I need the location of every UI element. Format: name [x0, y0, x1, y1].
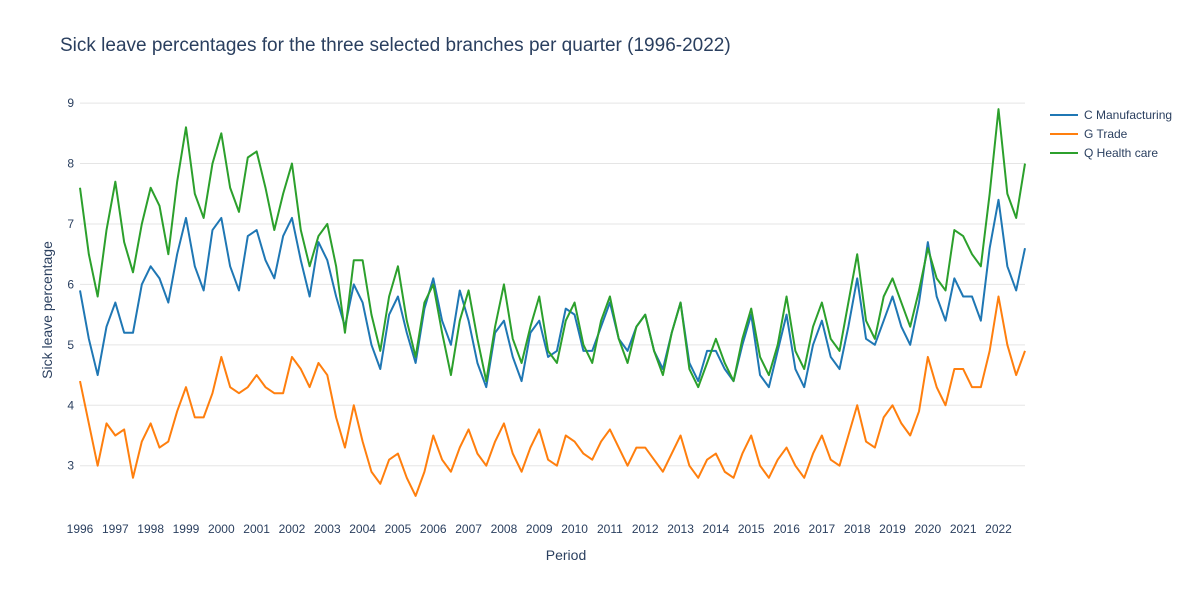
x-axis-title: Period	[546, 547, 586, 563]
y-tick-label: 9	[67, 96, 74, 110]
x-tick-label: 2022	[985, 522, 1012, 536]
x-tick-label: 2019	[879, 522, 906, 536]
x-tick-label: 2018	[844, 522, 871, 536]
x-tick-label: 2013	[667, 522, 694, 536]
legend-label: C Manufacturing	[1084, 108, 1172, 122]
legend-label: Q Health care	[1084, 146, 1158, 160]
y-tick-label: 7	[67, 217, 74, 231]
x-tick-label: 2006	[420, 522, 447, 536]
series-line-g-trade	[79, 295, 1026, 497]
x-tick-label: 1999	[173, 522, 200, 536]
y-tick-label: 8	[67, 157, 74, 171]
y-tick-label: 3	[67, 459, 74, 473]
x-tick-label: 2020	[914, 522, 941, 536]
x-tick-label: 1998	[137, 522, 164, 536]
x-tick-label: 2010	[561, 522, 588, 536]
x-tick-label: 1997	[102, 522, 129, 536]
x-tick-label: 2003	[314, 522, 341, 536]
legend-item[interactable]: Q Health care	[1050, 146, 1158, 160]
y-axis-ticks: 3 4 5 6 7 8 9	[67, 96, 74, 473]
x-tick-label: 2011	[597, 522, 623, 536]
legend-item[interactable]: G Trade	[1050, 127, 1128, 141]
x-tick-label: 1996	[67, 522, 94, 536]
series-line-q-health-care	[79, 108, 1026, 389]
y-axis-title: Sick leave percentage	[39, 241, 55, 379]
x-tick-label: 2007	[455, 522, 482, 536]
series-lines	[79, 108, 1026, 497]
legend-label: G Trade	[1084, 127, 1128, 141]
x-tick-label: 2015	[738, 522, 765, 536]
x-tick-label: 2001	[243, 522, 270, 536]
legend-item[interactable]: C Manufacturing	[1050, 108, 1172, 122]
x-tick-label: 2017	[809, 522, 836, 536]
chart-title: Sick leave percentages for the three sel…	[60, 35, 731, 56]
gridlines	[80, 102, 1025, 467]
legend[interactable]: C Manufacturing G Trade Q Health care	[1050, 108, 1172, 160]
x-tick-label: 2002	[279, 522, 306, 536]
x-tick-label: 2004	[349, 522, 376, 536]
x-axis-ticks: 1996 1997 1998 1999 2000 2001 2002 2003 2004 2005…	[67, 522, 1013, 536]
y-tick-label: 5	[67, 338, 74, 352]
x-tick-label: 2005	[385, 522, 412, 536]
x-tick-label: 2000	[208, 522, 235, 536]
x-tick-label: 2014	[703, 522, 730, 536]
x-tick-label: 2008	[491, 522, 518, 536]
series-line-c-manufacturing	[79, 198, 1026, 389]
y-tick-label: 6	[67, 277, 74, 291]
x-tick-label: 2021	[950, 522, 977, 536]
x-tick-label: 2016	[773, 522, 800, 536]
y-tick-label: 4	[67, 398, 74, 412]
x-tick-label: 2012	[632, 522, 659, 536]
x-tick-label: 2009	[526, 522, 553, 536]
